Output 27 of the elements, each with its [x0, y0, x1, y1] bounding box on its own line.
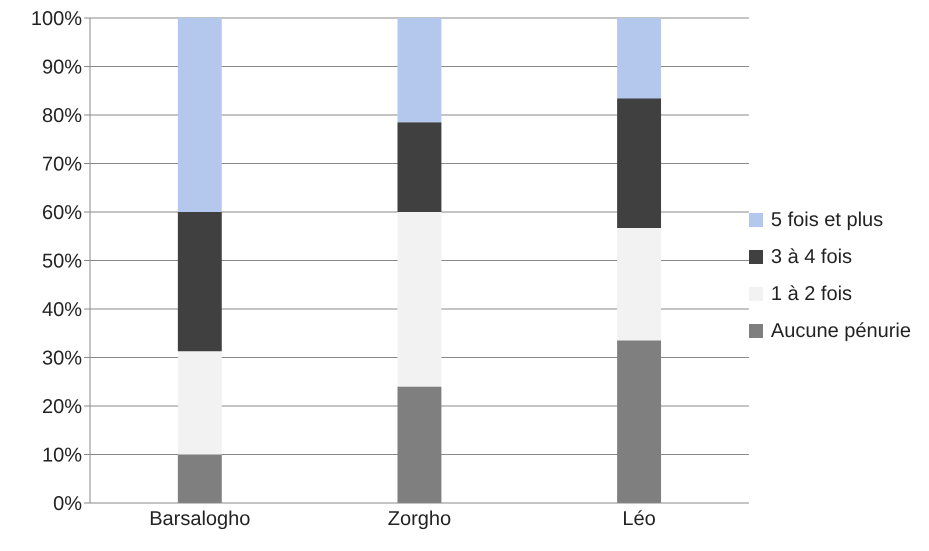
y-tick-label: 60% — [42, 202, 82, 224]
legend-label: 3 à 4 fois — [770, 246, 852, 268]
x-tick-label: Barsalogho — [149, 508, 250, 530]
bar — [617, 98, 662, 228]
bar — [617, 228, 662, 341]
legend-label: 1 à 2 fois — [770, 282, 852, 306]
bar — [397, 122, 442, 212]
y-tick-label: 70% — [42, 154, 82, 176]
bar — [178, 351, 222, 454]
legend-label: Aucune pénurie — [770, 320, 911, 342]
y-tick-label: 40% — [42, 299, 82, 322]
bar — [397, 212, 442, 387]
y-tick-label: 0% — [53, 493, 82, 516]
y-tick-label: 10% — [42, 444, 82, 467]
bar — [178, 212, 222, 352]
legend-label: 5 fois et plus — [770, 208, 884, 232]
x-tick-label: Léo — [622, 508, 656, 530]
bar — [397, 18, 442, 122]
bar — [617, 18, 662, 99]
y-tick-label: 20% — [42, 396, 82, 418]
y-tick-label: 80% — [42, 105, 82, 128]
y-tick-label: 90% — [42, 56, 82, 79]
y-tick-label: 30% — [42, 348, 82, 370]
y-tick-label: 100% — [30, 8, 82, 30]
y-tick-label: 50% — [42, 250, 82, 273]
x-tick-label: Zorgho — [388, 508, 452, 530]
bar — [178, 18, 222, 212]
